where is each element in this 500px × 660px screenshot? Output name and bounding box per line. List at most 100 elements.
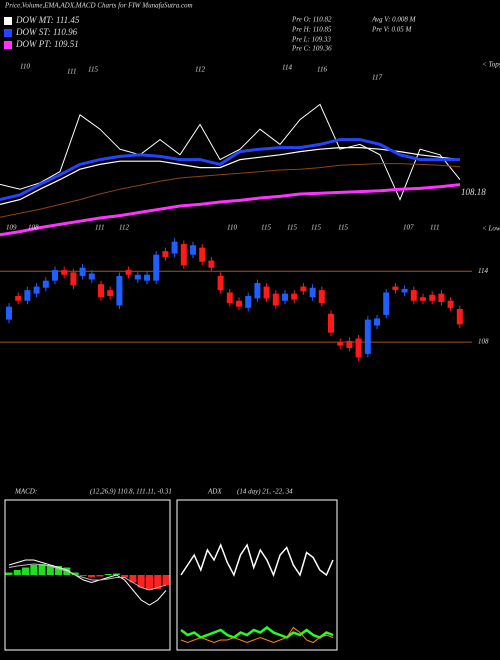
ema-line [0,103,461,201]
y-tick-label: 114 [478,267,488,275]
histogram-bar [104,574,112,575]
candle-body [88,273,95,280]
candle-body [33,286,40,294]
panel-subtitle: (14 day) 21, -22, 34 [237,488,293,496]
candle-body [236,300,242,307]
end-value-label: 108.18 [461,187,486,197]
histogram-bar [112,573,120,575]
ema-line [0,183,461,237]
histogram-bar [162,575,170,585]
candle-body [291,293,298,300]
candle-body [52,270,58,281]
low-label: 115 [261,224,271,232]
candle-body [98,284,104,298]
panel-title: ADX [207,488,222,496]
candle-body [107,290,114,297]
candle-body [392,286,399,291]
top-label: 116 [317,66,327,74]
adx-line [180,543,334,578]
low-label: 115 [311,224,321,232]
legend-label: DOW MT: 111.45 [15,15,80,25]
top-label: 115 [88,66,98,74]
macd-line [8,563,167,591]
candle-body [153,254,160,281]
candle-body [420,297,426,301]
top-label: 110 [20,63,30,71]
chart-title: Price,Volume,EMA,ADX,MACD Charts for FIW… [4,2,193,10]
candle-body [355,338,362,358]
candle-body [180,244,187,266]
low-label: 112 [119,224,129,232]
candle-body [42,280,49,288]
adx-line [180,625,334,639]
candle-body [447,300,454,308]
low-label: 111 [430,224,439,232]
low-label: 108 [28,224,39,232]
low-label: 115 [338,224,348,232]
candle-body [309,287,316,298]
candle-body [410,290,417,301]
candle-body [429,294,436,301]
adx-line [180,626,334,644]
candle-body [116,275,123,306]
histogram-bar [71,572,79,575]
candle-body [199,247,206,262]
top-label: 112 [195,66,205,74]
ema-line [0,138,460,202]
candle-body [15,296,22,301]
low-label: 110 [227,224,237,232]
info-text: Pre V: 0.05 M [371,26,412,34]
candle-body [337,342,344,346]
histogram-bar [137,575,145,588]
info-text: Pre C: 109.36 [291,45,332,53]
histogram-bar [30,565,38,575]
histogram-bar [145,575,153,590]
histogram-bar [96,575,104,577]
info-text: Avg V: 0.008 M [371,16,417,24]
candle-body [318,290,325,304]
y-tick-label: 108 [478,338,489,346]
histogram-bar [121,575,129,578]
legend-label: DOW ST: 110.96 [15,27,78,37]
low-label: 115 [287,224,297,232]
low-label: 109 [6,224,17,232]
histogram-bar [46,565,54,575]
candle-body [125,270,132,275]
histogram-bar [154,575,162,589]
histogram-bar [5,572,13,575]
legend-swatch [4,41,12,49]
histogram-bar [88,575,96,578]
top-label: 111 [67,68,76,76]
candle-body [245,296,252,308]
candle-body [79,267,86,276]
ema-line [0,163,461,218]
candle-body [144,274,150,281]
candle-body [134,274,141,280]
candle-body [208,260,215,268]
legend-label: DOW PT: 109.51 [15,39,79,49]
candle-body [300,286,307,292]
top-label: 114 [282,64,292,72]
info-text: Pre O: 110.82 [291,16,332,24]
histogram-bar [13,570,21,575]
candle-body [190,245,196,255]
histogram-bar [22,567,30,575]
candle-body [171,241,178,254]
candle-body [24,290,31,301]
macd-line [8,559,167,606]
candle-body [254,283,261,299]
candle-body [456,309,463,325]
low-label: 107 [403,224,414,232]
candle-body [346,340,353,348]
candle-body [328,313,334,333]
top-label: 117 [372,74,382,82]
legend-swatch [4,29,12,37]
panel-frame [176,499,338,651]
candle-body [383,292,390,315]
info-text: Pre L: 109.33 [291,36,331,44]
candle-body [282,293,288,301]
candle-body [70,272,77,286]
legend-swatch [4,17,12,25]
panel-frame [4,499,171,651]
